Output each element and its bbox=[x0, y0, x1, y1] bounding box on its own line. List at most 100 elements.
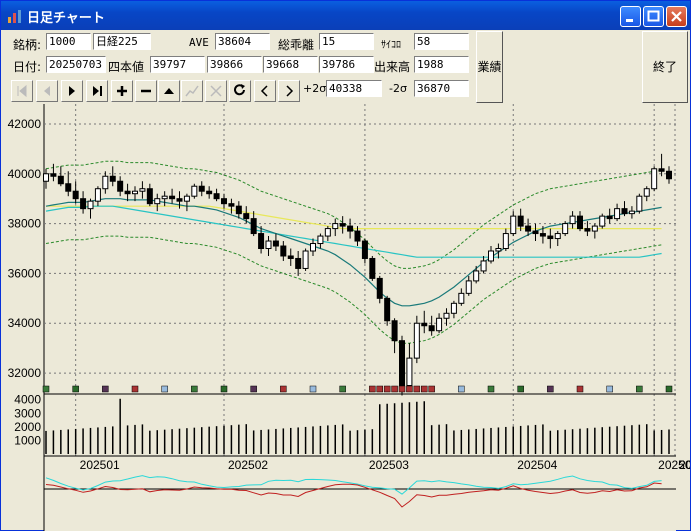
signal-marker bbox=[398, 385, 406, 393]
candle-body bbox=[139, 188, 146, 192]
name-field[interactable]: 日経225 bbox=[93, 33, 151, 50]
candle-body bbox=[280, 245, 287, 257]
candle-body bbox=[117, 180, 124, 192]
line-button[interactable] bbox=[181, 80, 203, 102]
zoom-in-button[interactable] bbox=[111, 80, 133, 102]
exit-button[interactable]: 終了 bbox=[642, 31, 688, 103]
gyoseki-button[interactable]: 業績 bbox=[476, 31, 503, 103]
app-icon bbox=[8, 10, 21, 23]
price-tick-label: 42000 bbox=[8, 117, 42, 131]
candle-body bbox=[502, 233, 509, 250]
candle-body bbox=[532, 230, 539, 235]
candle-body bbox=[332, 223, 339, 230]
low-field[interactable]: 39668 bbox=[263, 56, 318, 73]
candle-body bbox=[191, 185, 198, 197]
plus2s-label: +2σ bbox=[303, 82, 327, 95]
price-chart[interactable]: 42000 40000 38000 36000 34000 32000 202501 2025… bbox=[1, 104, 690, 531]
candle-body bbox=[213, 193, 220, 200]
candle-body bbox=[80, 198, 87, 210]
signal-marker bbox=[413, 385, 421, 393]
candle-body bbox=[606, 215, 613, 220]
plot-background bbox=[44, 104, 676, 531]
candle-body bbox=[428, 325, 435, 332]
refresh-button[interactable] bbox=[229, 80, 251, 102]
signal-marker bbox=[280, 385, 287, 393]
cross-button[interactable] bbox=[205, 80, 227, 102]
candle-body bbox=[450, 302, 457, 314]
zoom-in-icon bbox=[117, 86, 127, 96]
left-button[interactable] bbox=[254, 80, 276, 102]
kairi-field[interactable]: 15 bbox=[319, 33, 374, 50]
date-field[interactable]: 20250703 bbox=[46, 56, 106, 73]
left-icon bbox=[260, 85, 268, 97]
exit-label: 終了 bbox=[652, 60, 677, 74]
signal-marker bbox=[191, 385, 198, 393]
price-tick-label: 32000 bbox=[8, 366, 42, 380]
minimize-button[interactable] bbox=[620, 6, 641, 27]
candle-body bbox=[87, 200, 94, 210]
play-button[interactable] bbox=[61, 80, 83, 102]
volume-field[interactable]: 1988 bbox=[414, 56, 469, 73]
prev-button[interactable] bbox=[36, 80, 58, 102]
close-button[interactable] bbox=[666, 6, 687, 27]
plus2s-field[interactable]: 40338 bbox=[326, 80, 382, 97]
candle-body bbox=[658, 168, 665, 172]
candle-body bbox=[317, 235, 324, 245]
month-label: 202 bbox=[679, 458, 690, 472]
close-field[interactable]: 39786 bbox=[319, 56, 374, 73]
minus2s-field[interactable]: 36870 bbox=[414, 80, 469, 97]
candle-body bbox=[102, 175, 109, 190]
high-field[interactable]: 39866 bbox=[207, 56, 262, 73]
candle-body bbox=[406, 357, 413, 387]
oscillator-slow-line bbox=[45, 482, 662, 508]
maximize-button[interactable] bbox=[643, 6, 664, 27]
candle-body bbox=[324, 228, 331, 237]
up-button[interactable] bbox=[158, 80, 180, 102]
candle-body bbox=[636, 195, 643, 212]
candle-body bbox=[354, 230, 361, 242]
candle-body bbox=[361, 240, 368, 259]
price-tick-label: 40000 bbox=[8, 167, 42, 181]
candle-body bbox=[310, 243, 316, 252]
candle-body bbox=[488, 250, 494, 262]
close-icon bbox=[671, 11, 682, 22]
zoom-out-button[interactable] bbox=[135, 80, 157, 102]
psycho-label: ｻｲｺﾛ bbox=[381, 40, 401, 51]
candle-body bbox=[339, 223, 346, 227]
signal-marker bbox=[458, 385, 465, 393]
signal-marker bbox=[161, 385, 168, 393]
candle-body bbox=[198, 185, 205, 192]
first-button[interactable] bbox=[11, 80, 33, 102]
candle-body bbox=[109, 175, 116, 182]
candle-body bbox=[183, 195, 190, 202]
right-button[interactable] bbox=[278, 80, 300, 102]
ohlc-label: 四本値 bbox=[108, 60, 145, 74]
candle-body bbox=[569, 215, 576, 225]
candle-body bbox=[599, 215, 606, 227]
ave-field[interactable]: 38604 bbox=[215, 33, 270, 50]
candle-body bbox=[235, 205, 242, 215]
volume-tick-label: 1000 bbox=[14, 433, 41, 447]
psycho-field[interactable]: 58 bbox=[414, 33, 469, 50]
candle-body bbox=[154, 198, 161, 205]
signal-marker bbox=[576, 385, 584, 393]
open-field[interactable]: 39797 bbox=[150, 56, 205, 73]
candle-body bbox=[539, 233, 546, 237]
code-field[interactable]: 1000 bbox=[46, 33, 91, 50]
candle-body bbox=[643, 188, 650, 197]
signal-marker bbox=[131, 385, 139, 393]
kairi-label: 総乖離 bbox=[278, 38, 315, 52]
candle-body bbox=[161, 195, 168, 200]
cross-icon bbox=[210, 85, 222, 97]
candle-body bbox=[250, 218, 257, 235]
signal-marker bbox=[606, 385, 613, 393]
code-label: 銘柄: bbox=[13, 38, 42, 52]
signal-marker bbox=[376, 385, 383, 393]
title-bar[interactable]: 日足チャート bbox=[1, 1, 690, 30]
candle-body bbox=[473, 270, 480, 282]
candle-body bbox=[124, 190, 131, 195]
last-button[interactable] bbox=[86, 80, 108, 102]
signal-marker bbox=[406, 385, 413, 393]
gyoseki-label: 業績 bbox=[477, 60, 502, 74]
